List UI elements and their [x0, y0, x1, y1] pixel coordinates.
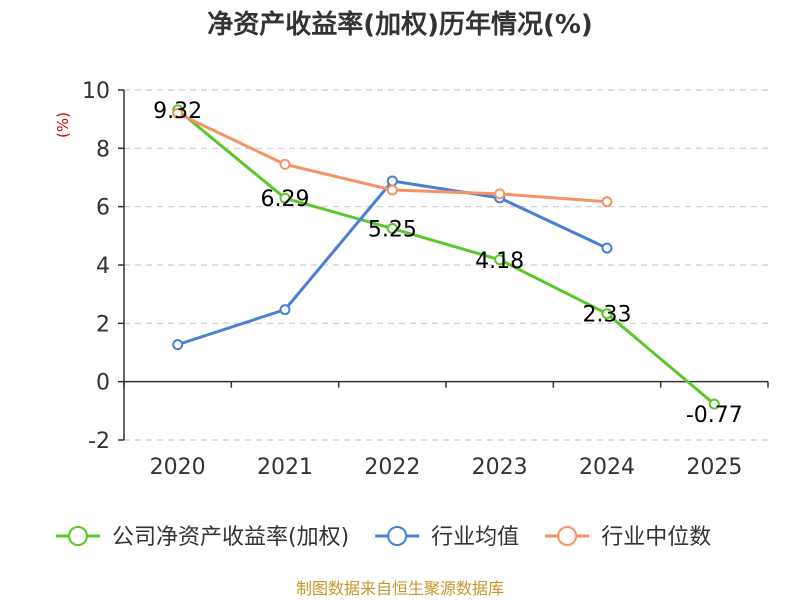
data-point: [172, 339, 184, 351]
legend-marker: [68, 526, 88, 546]
x-tick-label: 2020: [150, 455, 206, 480]
series-line: [176, 108, 716, 406]
y-tick-label: 2: [96, 312, 110, 337]
data-label: 9.32: [153, 99, 202, 124]
y-tick-label: 4: [96, 254, 110, 279]
data-point: [494, 254, 506, 266]
data-point: [494, 188, 506, 200]
data-label: 5.25: [368, 218, 417, 243]
chart-title: 净资产收益率(加权)历年情况(%): [207, 9, 593, 40]
x-tick-label: 2025: [686, 455, 742, 480]
data-point: [279, 192, 291, 204]
x-tick-label: 2024: [579, 455, 635, 480]
legend-label: 行业中位数: [601, 525, 711, 550]
data-point: [386, 175, 398, 187]
data-labels: 9.32 6.29 5.25 4.18 2.33 -0.77: [153, 99, 743, 428]
legend-label: 公司净资产收益率(加权): [112, 525, 349, 550]
data-label: 6.29: [261, 187, 310, 212]
x-tick-label: 2021: [257, 455, 313, 480]
data-point: [279, 304, 291, 316]
data-label: 4.18: [475, 249, 524, 274]
data-point: [386, 184, 398, 196]
y-tick-label: -2: [88, 429, 110, 454]
data-point: [386, 223, 398, 235]
data-point: [172, 107, 184, 119]
source-note: 制图数据来自恒生聚源数据库: [296, 579, 504, 598]
data-point: [601, 308, 613, 320]
data-label: 2.33: [583, 303, 632, 328]
axes: 10 8 6 4 2 0 -2 2020 2021 2022 2023 2024 2025: [82, 79, 769, 480]
y-tick-label: 6: [96, 196, 110, 221]
y-tick-label: 10: [82, 79, 110, 104]
legend-label: 行业均值: [431, 525, 519, 550]
data-point: [601, 242, 613, 254]
legend-marker: [387, 526, 408, 546]
data-point: [601, 196, 613, 208]
data-label: -0.77: [686, 403, 743, 428]
x-tick-label: 2022: [364, 455, 420, 480]
y-axis-label: (%): [54, 112, 72, 138]
legend-marker: [557, 526, 578, 546]
data-point: [708, 398, 720, 410]
y-tick-label: 8: [96, 137, 110, 162]
series-lines: [172, 104, 720, 410]
series-line: [177, 179, 608, 347]
gridlines: [124, 89, 768, 441]
x-tick-label: 2023: [472, 455, 528, 480]
legend: 公司净资产收益率(加权) 行业均值 行业中位数: [56, 525, 711, 550]
data-point: [279, 158, 291, 170]
y-tick-label: 0: [96, 371, 110, 396]
